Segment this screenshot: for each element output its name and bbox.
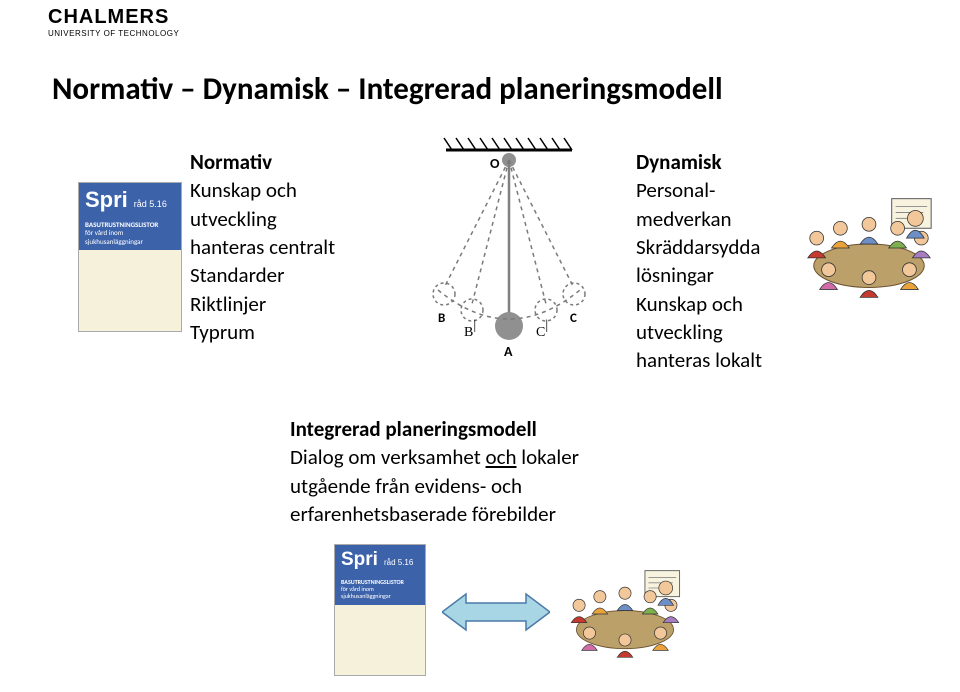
spri-tag: råd 5.16 xyxy=(134,199,167,209)
logo-main-text: CHALMERS xyxy=(48,6,179,29)
spri-body-line2: för vård inom sjukhusanläggningar xyxy=(85,229,175,246)
spri-logo-text: Spri xyxy=(85,187,128,213)
university-logo: CHALMERS UNIVERSITY OF TECHNOLOGY xyxy=(48,6,179,38)
spri-booklet: Spri råd 5.16 BASUTRUSTNINGSLISTOR för v… xyxy=(334,544,426,676)
meeting-illustration-large xyxy=(795,192,943,304)
pendulum-label-a: A xyxy=(504,343,513,360)
pendulum-label-c: C xyxy=(570,311,577,326)
spri-booklet: Spri råd 5.16 BASUTRUSTNINGSLISTOR för v… xyxy=(78,182,182,332)
double-arrow-icon xyxy=(442,590,550,634)
slide-title: Normativ – Dynamisk – Integrerad planeri… xyxy=(52,70,723,108)
normativ-text-block: NormativKunskap ochutvecklinghanteras ce… xyxy=(190,148,335,346)
meeting-illustration-small xyxy=(560,565,690,663)
pendulum-diagram: O A B B| C C| xyxy=(416,130,602,360)
spri-logo-text: Spri xyxy=(341,549,378,571)
integrerad-text-block: Integrerad planeringsmodellDialog om ver… xyxy=(290,415,579,528)
pendulum-label-b: B xyxy=(438,311,445,326)
spri-body-line2: för vård inom sjukhusanläggningar xyxy=(341,586,419,600)
pendulum-label-o: O xyxy=(490,155,500,172)
dynamisk-text-block: DynamiskPersonal-medverkanSkräddarsyddal… xyxy=(636,148,762,375)
logo-sub-text: UNIVERSITY OF TECHNOLOGY xyxy=(48,29,179,38)
spri-tag: råd 5.16 xyxy=(384,558,413,567)
